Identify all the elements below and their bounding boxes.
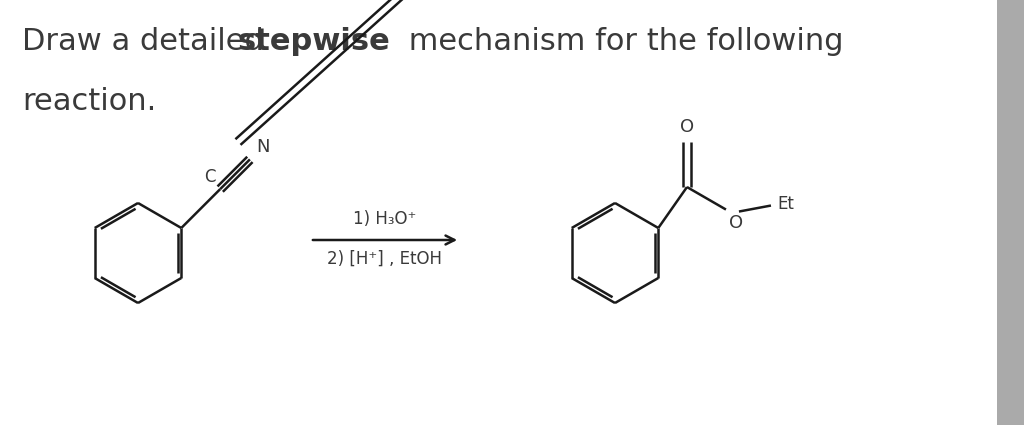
Text: N: N: [256, 139, 269, 156]
Text: Draw a detailed: Draw a detailed: [22, 27, 273, 56]
Text: stepwise: stepwise: [237, 27, 390, 56]
Text: 1) H₃O⁺: 1) H₃O⁺: [353, 210, 417, 228]
Text: reaction.: reaction.: [22, 87, 157, 116]
Text: mechanism for the following: mechanism for the following: [399, 27, 844, 56]
Text: 2) [H⁺] , EtOH: 2) [H⁺] , EtOH: [328, 250, 442, 268]
Bar: [997, 0, 1024, 425]
Text: O: O: [729, 213, 743, 232]
Text: C: C: [204, 168, 215, 186]
Text: Et: Et: [777, 195, 794, 212]
Text: O: O: [680, 118, 694, 136]
